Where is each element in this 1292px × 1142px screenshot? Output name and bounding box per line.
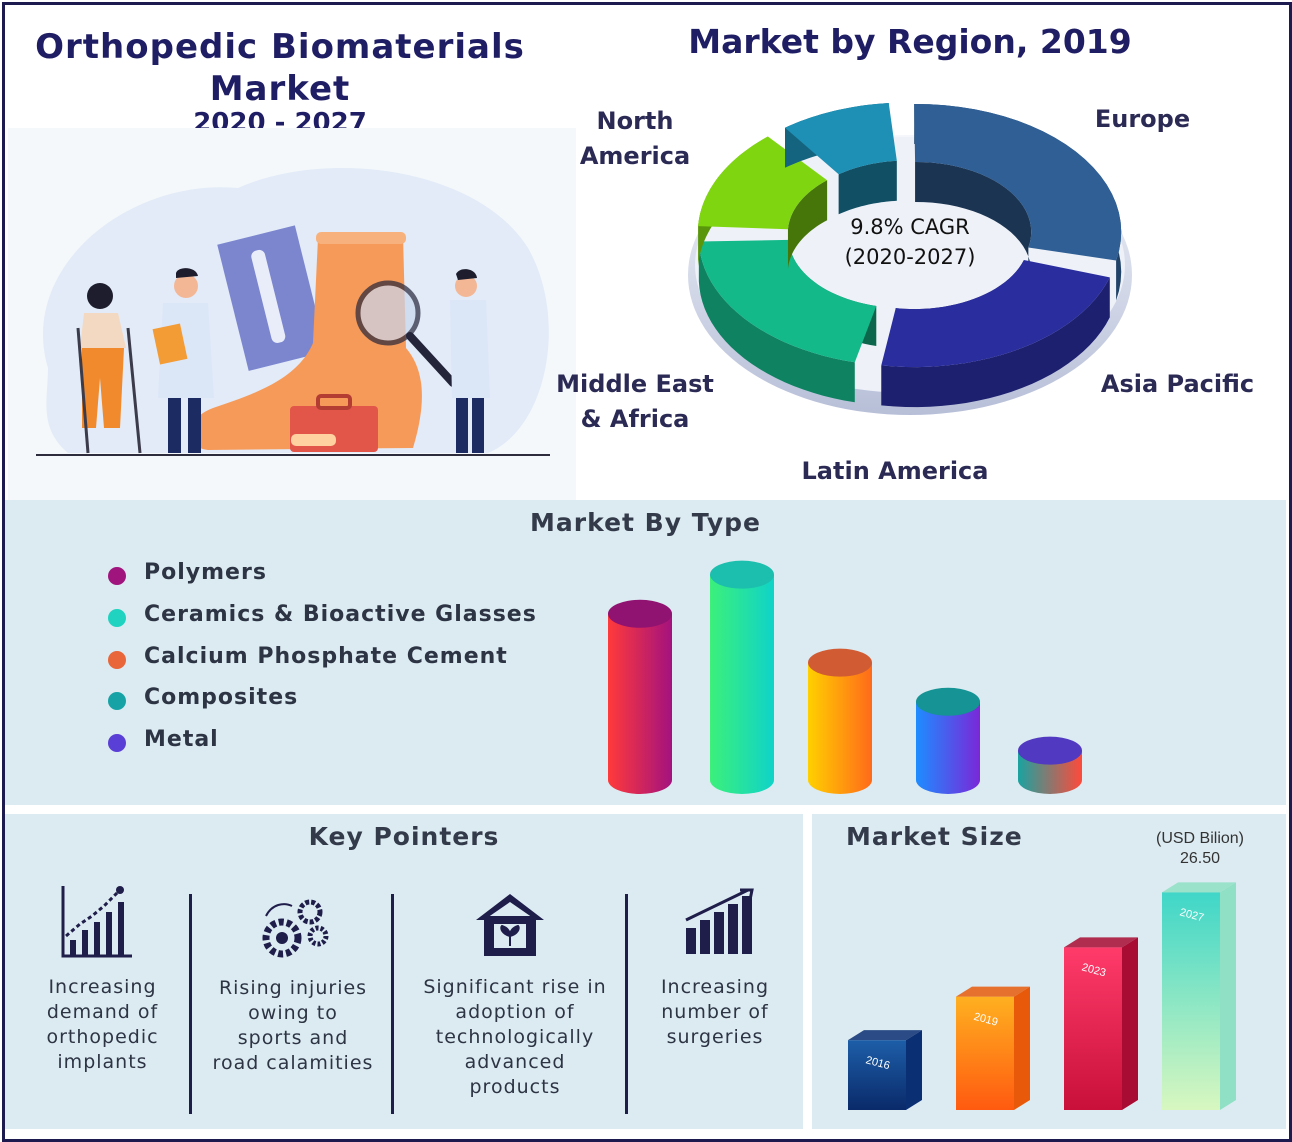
region-label-line: North	[596, 107, 674, 135]
region-label-middle-east-africa: Middle East & Africa	[555, 367, 715, 437]
pointer-line: demand of	[46, 1001, 159, 1023]
gears-icon	[262, 899, 329, 958]
pointer-line: surgeries	[666, 1026, 764, 1048]
cagr-value: 9.8% CAGR	[850, 215, 970, 239]
legend-dot	[108, 567, 126, 585]
size-bar: 2027	[1162, 882, 1236, 1110]
pointer-demand-implants: Increasing demand of orthopedic implants	[20, 975, 185, 1075]
pointer-line: Significant rise in	[423, 976, 607, 998]
market-size-chart: 2016 2019 2023 2027	[848, 882, 1236, 1110]
market-by-type-chart	[608, 560, 1082, 794]
region-label-line: America	[579, 142, 691, 170]
region-label-europe: Europe	[1094, 105, 1191, 133]
region-segment	[785, 103, 897, 215]
region-chart-title: Market by Region, 2019	[688, 22, 1132, 61]
region-label-asia-pacific: Asia Pacific	[1100, 370, 1255, 398]
key-pointers-panel	[5, 814, 803, 1129]
examining-doctor-figure	[450, 269, 490, 453]
market-size-2027-value: 26.50	[1179, 850, 1221, 867]
pointer-line: adoption of	[455, 1001, 575, 1023]
pointer-line: number of	[661, 1001, 769, 1023]
pointer-tech-adoption: Significant rise in adoption of technolo…	[400, 975, 630, 1100]
pointer-divider	[189, 894, 192, 1114]
pointer-line: implants	[57, 1051, 148, 1073]
type-bar	[1018, 736, 1082, 794]
legend-dot	[108, 692, 126, 710]
pointer-line: orthopedic	[46, 1026, 159, 1048]
rising-chart-icon	[61, 886, 132, 958]
legend-label: Ceramics & Bioactive Glasses	[144, 602, 537, 627]
cagr-period: (2020-2027)	[844, 245, 976, 269]
type-bar	[916, 687, 980, 794]
pointer-line: sports and	[237, 1027, 349, 1049]
pointer-divider	[625, 894, 628, 1114]
region-label-north-america: North America	[565, 104, 705, 174]
foot-icon	[188, 232, 422, 450]
doctors-illustration	[8, 128, 576, 500]
pointer-line: advanced	[464, 1051, 566, 1073]
pointer-line: Increasing	[660, 976, 770, 998]
pointer-line: Increasing	[48, 976, 157, 998]
page-title: Orthopedic Biomaterials Market	[35, 27, 525, 109]
region-label-line: & Africa	[580, 405, 690, 433]
magnifier-icon	[355, 280, 457, 387]
pointer-line: products	[469, 1076, 561, 1098]
pointer-rising-injuries: Rising injuries owing to sports and road…	[198, 976, 388, 1076]
pointer-divider	[391, 894, 394, 1114]
pointer-surgeries: Increasing number of surgeries	[640, 975, 790, 1050]
legend-dot	[108, 609, 126, 627]
pointer-line: Rising injuries	[218, 977, 368, 999]
legend-label: Calcium Phosphate Cement	[144, 644, 508, 669]
type-bar	[608, 599, 672, 794]
legend-label: Polymers	[144, 560, 267, 585]
medical-bag-icon	[290, 394, 378, 452]
cagr-label: 9.8% CAGR (2020-2027)	[820, 212, 1000, 272]
bar-chart-icon	[685, 888, 754, 954]
type-section-title: Market By Type	[530, 508, 761, 537]
region-segment	[698, 239, 877, 403]
type-bar	[710, 560, 774, 794]
legend-label: Composites	[144, 685, 299, 710]
region-donut-chart	[688, 103, 1132, 415]
size-bar: 2019	[956, 986, 1030, 1110]
legend-dot	[108, 734, 126, 752]
region-segment	[881, 260, 1110, 408]
market-size-title: Market Size	[846, 822, 1023, 851]
key-pointers-title: Key Pointers	[308, 822, 500, 851]
xray-icon	[217, 225, 327, 371]
home-plant-icon	[476, 894, 544, 956]
pointer-line: road calamities	[212, 1052, 374, 1074]
patient-figure	[76, 283, 142, 454]
region-segment	[914, 103, 1122, 301]
type-bar	[808, 648, 872, 794]
pointer-line: owing to	[248, 1002, 338, 1024]
pointer-line: technologically	[435, 1026, 595, 1048]
legend-label: Metal	[144, 727, 219, 752]
region-label-line: Middle East	[556, 370, 714, 398]
region-label-latin-america: Latin America	[801, 457, 989, 485]
legend-dot	[108, 651, 126, 669]
size-bar: 2023	[1064, 937, 1138, 1110]
size-bar: 2016	[848, 1030, 922, 1110]
market-size-unit: (USD Bilion)	[1155, 830, 1244, 847]
doctor-figure	[152, 268, 214, 453]
